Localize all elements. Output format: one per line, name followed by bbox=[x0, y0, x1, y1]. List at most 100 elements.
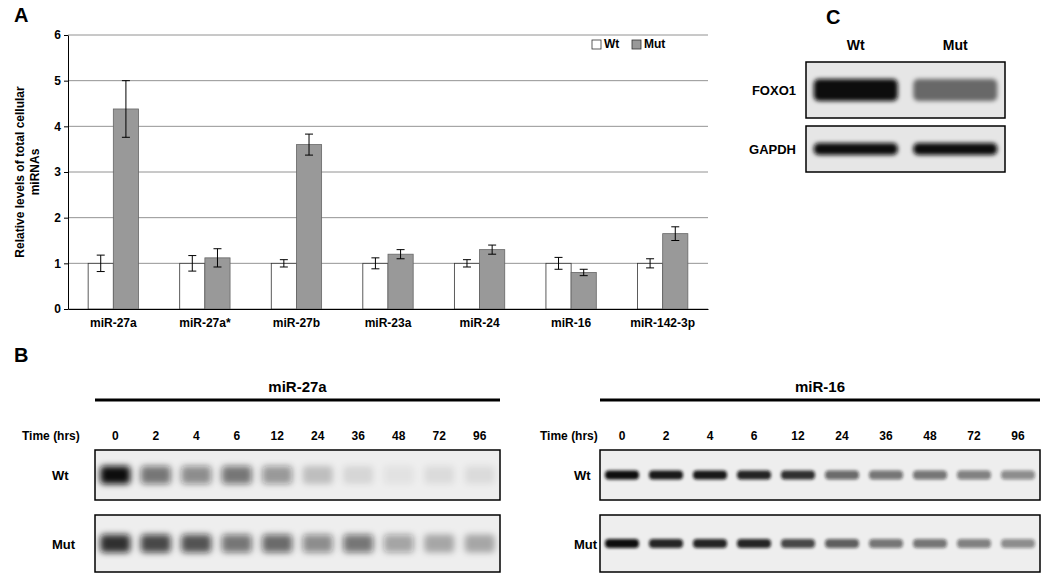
bands bbox=[100, 466, 495, 484]
time-value: 96 bbox=[1011, 429, 1025, 443]
bar bbox=[454, 263, 479, 309]
blot-panel: miR-16Time (hrs)0246122436487296WtMut bbox=[540, 378, 1040, 572]
tick: miR-23a bbox=[365, 309, 412, 330]
time-value: 4 bbox=[193, 429, 200, 443]
error-bar-cap bbox=[280, 266, 288, 267]
time-value: 6 bbox=[233, 429, 240, 443]
blot-frame bbox=[95, 450, 500, 500]
error-bar bbox=[371, 258, 379, 269]
error-bar-cap bbox=[671, 240, 679, 241]
bar bbox=[571, 272, 596, 309]
error-bar-cap bbox=[463, 266, 471, 267]
error-bar bbox=[555, 257, 563, 269]
band bbox=[141, 466, 171, 484]
band bbox=[343, 466, 373, 484]
tick-label: 1 bbox=[54, 257, 61, 271]
error-bar-cap bbox=[397, 249, 405, 250]
bands bbox=[605, 539, 1035, 548]
band bbox=[384, 535, 414, 553]
legend-item: Mut bbox=[632, 37, 665, 51]
blot-title: miR-27a bbox=[268, 378, 327, 395]
band bbox=[222, 535, 252, 553]
error-bar-stem bbox=[283, 260, 284, 267]
tick-mark bbox=[64, 263, 68, 264]
legend-label: Wt bbox=[604, 37, 619, 51]
tick-label: 5 bbox=[54, 74, 61, 88]
tick-label: 3 bbox=[54, 165, 61, 179]
x-axis: miR-27amiR-27a*miR-27bmiR-23amiR-24miR-1… bbox=[69, 309, 709, 330]
row-label: FOXO1 bbox=[752, 83, 796, 98]
error-bar bbox=[580, 269, 588, 275]
time-value: 2 bbox=[152, 429, 159, 443]
error-bar bbox=[671, 227, 679, 241]
error-bar-cap bbox=[555, 257, 563, 258]
error-bar-stem bbox=[192, 256, 193, 272]
band bbox=[869, 539, 903, 548]
legend-label: Mut bbox=[644, 37, 665, 51]
time-value: 12 bbox=[271, 429, 285, 443]
band bbox=[737, 539, 771, 548]
blot-frame bbox=[806, 126, 1005, 172]
row-label: Mut bbox=[52, 537, 76, 552]
band bbox=[343, 535, 373, 553]
tick: miR-27a bbox=[90, 309, 137, 330]
error-bar-cap bbox=[122, 137, 130, 138]
time-value: 72 bbox=[967, 429, 981, 443]
grid-line bbox=[68, 172, 708, 173]
tick: 0 bbox=[54, 302, 68, 316]
grid-line bbox=[68, 80, 708, 81]
grid bbox=[68, 35, 708, 309]
tick: miR-16 bbox=[551, 309, 591, 330]
error-bar-cap bbox=[371, 257, 379, 258]
band bbox=[913, 79, 997, 101]
tick-label: miR-16 bbox=[551, 316, 591, 330]
band bbox=[262, 535, 292, 553]
band bbox=[384, 466, 414, 484]
western-blot: WtMutFOXO1GAPDH bbox=[749, 37, 1005, 172]
panel-label: A bbox=[14, 4, 28, 26]
error-bar-cap bbox=[646, 258, 654, 259]
error-bar-cap bbox=[188, 255, 196, 256]
error-bar-stem bbox=[100, 255, 101, 271]
tick-label: miR-24 bbox=[460, 316, 500, 330]
time-value: 24 bbox=[835, 429, 849, 443]
band bbox=[262, 466, 292, 484]
error-bar-cap bbox=[305, 134, 313, 135]
error-bar-cap bbox=[97, 271, 105, 272]
title-rule bbox=[600, 399, 1040, 402]
bar bbox=[637, 263, 662, 309]
time-value: 96 bbox=[473, 429, 487, 443]
error-bar-cap bbox=[580, 269, 588, 270]
tick: 4 bbox=[54, 120, 68, 134]
legend-swatch bbox=[632, 40, 641, 49]
error-bar-cap bbox=[122, 80, 130, 81]
error-bar-stem bbox=[675, 227, 676, 241]
blot-title: miR-16 bbox=[795, 378, 845, 395]
error-bar-stem bbox=[583, 269, 584, 275]
plot-area bbox=[88, 81, 688, 309]
bar bbox=[388, 254, 413, 309]
error-bar-cap bbox=[671, 226, 679, 227]
time-value: 36 bbox=[879, 429, 893, 443]
band bbox=[649, 539, 683, 548]
error-bar-stem bbox=[375, 258, 376, 269]
time-value: 2 bbox=[663, 429, 670, 443]
band bbox=[222, 466, 252, 484]
error-bar-cap bbox=[555, 269, 563, 270]
column-label: Mut bbox=[943, 37, 968, 53]
error-bar-cap bbox=[280, 259, 288, 260]
tick-label: miR-27a* bbox=[179, 316, 231, 330]
blot-frame bbox=[600, 515, 1040, 572]
band bbox=[913, 143, 997, 155]
time-value: 0 bbox=[619, 429, 626, 443]
row-label: Wt bbox=[574, 468, 591, 483]
error-bar bbox=[122, 81, 130, 138]
bands bbox=[814, 79, 998, 101]
figure: ABC0123456miR-27amiR-27a*miR-27bmiR-23am… bbox=[0, 0, 1050, 579]
tick-label: 6 bbox=[54, 28, 61, 42]
time-value: 48 bbox=[392, 429, 406, 443]
time-label: Time (hrs) bbox=[22, 429, 80, 443]
axis-line bbox=[69, 309, 709, 310]
error-bar-stem bbox=[400, 250, 401, 259]
tick-label: 0 bbox=[54, 302, 61, 316]
